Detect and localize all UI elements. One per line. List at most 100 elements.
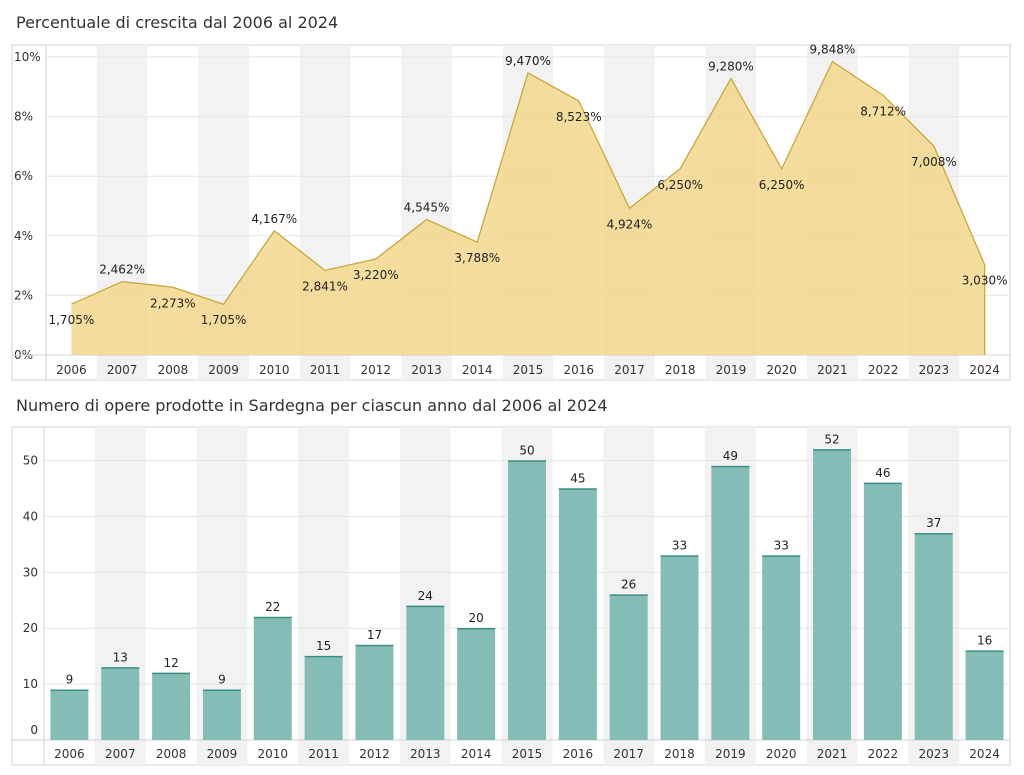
bar xyxy=(863,482,902,740)
bar xyxy=(304,656,343,740)
data-label: 4,167% xyxy=(251,212,297,226)
data-label: 9,470% xyxy=(505,54,551,68)
x-tick-label: 2009 xyxy=(207,747,238,761)
data-label: 26 xyxy=(621,578,636,592)
bar xyxy=(406,605,445,740)
x-tick-label: 2019 xyxy=(716,363,747,377)
y-tick-label: 10 xyxy=(23,677,38,691)
x-tick-label: 2009 xyxy=(208,363,239,377)
x-tick-label: 2008 xyxy=(156,747,187,761)
x-tick-label: 2023 xyxy=(918,747,949,761)
bar xyxy=(253,617,292,740)
bar xyxy=(558,488,597,740)
x-tick-label: 2021 xyxy=(817,363,848,377)
data-label: 6,250% xyxy=(657,178,703,192)
data-label: 3,220% xyxy=(353,268,399,282)
data-label: 16 xyxy=(977,634,992,648)
data-label: 9,280% xyxy=(708,59,754,73)
data-label: 37 xyxy=(926,516,941,530)
x-tick-label: 2020 xyxy=(766,747,797,761)
bar xyxy=(202,689,241,740)
x-tick-label: 2018 xyxy=(665,363,696,377)
growth-area-chart: 0%2%4%6%8%10%1,705%2,462%2,273%1,705%4,1… xyxy=(11,43,1011,381)
data-label: 3,788% xyxy=(454,251,500,265)
x-tick-label: 2016 xyxy=(563,363,594,377)
area-chart-title: Percentuale di crescita dal 2006 al 2024 xyxy=(16,13,339,32)
y-tick-label: 20 xyxy=(23,621,38,635)
x-tick-label: 2022 xyxy=(868,747,899,761)
y-tick-label: 4% xyxy=(14,229,33,243)
data-label: 9 xyxy=(218,673,226,687)
bar xyxy=(609,594,648,740)
x-tick-label: 2016 xyxy=(563,747,594,761)
bar xyxy=(660,555,699,740)
y-tick-label: 50 xyxy=(23,454,38,468)
data-label: 46 xyxy=(875,466,890,480)
bar xyxy=(813,449,852,740)
x-tick-label: 2022 xyxy=(868,363,899,377)
x-tick-label: 2010 xyxy=(259,363,290,377)
x-tick-label: 2006 xyxy=(54,747,85,761)
y-tick-label: 8% xyxy=(14,110,33,124)
bar xyxy=(50,689,89,740)
x-tick-label: 2007 xyxy=(105,747,136,761)
data-label: 52 xyxy=(824,432,839,446)
x-tick-label: 2019 xyxy=(715,747,746,761)
data-label: 15 xyxy=(316,639,331,653)
data-label: 24 xyxy=(418,589,433,603)
data-label: 4,545% xyxy=(404,201,450,215)
data-label: 8,712% xyxy=(860,104,906,118)
data-label: 6,250% xyxy=(759,178,805,192)
x-tick-label: 2023 xyxy=(919,363,950,377)
x-tick-label: 2014 xyxy=(462,363,493,377)
data-label: 49 xyxy=(723,449,738,463)
data-label: 4,924% xyxy=(607,217,653,231)
y-tick-label: 30 xyxy=(23,565,38,579)
x-tick-label: 2015 xyxy=(512,747,543,761)
x-tick-label: 2013 xyxy=(411,363,442,377)
growth-line xyxy=(71,60,986,305)
x-tick-label: 2020 xyxy=(766,363,797,377)
x-tick-label: 2024 xyxy=(969,747,1000,761)
x-tick-label: 2017 xyxy=(613,747,644,761)
x-tick-label: 2010 xyxy=(258,747,289,761)
x-tick-label: 2012 xyxy=(361,363,392,377)
x-tick-label: 2011 xyxy=(310,363,341,377)
bar xyxy=(711,466,750,740)
data-label: 1,705% xyxy=(201,313,247,327)
bar xyxy=(762,555,801,740)
y-tick-label: 2% xyxy=(14,288,33,302)
bar xyxy=(101,667,140,740)
data-label: 22 xyxy=(265,600,280,614)
bar xyxy=(914,533,953,740)
x-tick-label: 2014 xyxy=(461,747,492,761)
bar xyxy=(152,672,191,740)
x-tick-label: 2007 xyxy=(107,363,138,377)
x-tick-label: 2011 xyxy=(308,747,339,761)
y-tick-label: 0 xyxy=(30,723,38,737)
y-tick-label: 40 xyxy=(23,509,38,523)
data-label: 13 xyxy=(113,650,128,664)
data-label: 2,273% xyxy=(150,296,196,310)
x-tick-label: 2006 xyxy=(56,363,87,377)
bar xyxy=(508,460,546,740)
growth-area xyxy=(71,61,985,355)
data-label: 2,462% xyxy=(99,263,145,277)
data-label: 9,848% xyxy=(810,43,856,57)
y-tick-label: 10% xyxy=(14,50,41,64)
data-label: 3,030% xyxy=(962,274,1008,288)
data-label: 1,705% xyxy=(48,313,94,327)
x-tick-label: 2018 xyxy=(664,747,695,761)
data-label: 9 xyxy=(66,673,74,687)
bar-chart-title: Numero di opere prodotte in Sardegna per… xyxy=(16,396,608,415)
y-tick-label: 6% xyxy=(14,169,33,183)
data-label: 2,841% xyxy=(302,279,348,293)
bar xyxy=(355,644,394,740)
x-tick-label: 2021 xyxy=(817,747,848,761)
data-label: 8,523% xyxy=(556,110,602,124)
data-label: 7,008% xyxy=(911,155,957,169)
data-label: 12 xyxy=(163,656,178,670)
x-tick-label: 2024 xyxy=(969,363,1000,377)
data-label: 45 xyxy=(570,471,585,485)
